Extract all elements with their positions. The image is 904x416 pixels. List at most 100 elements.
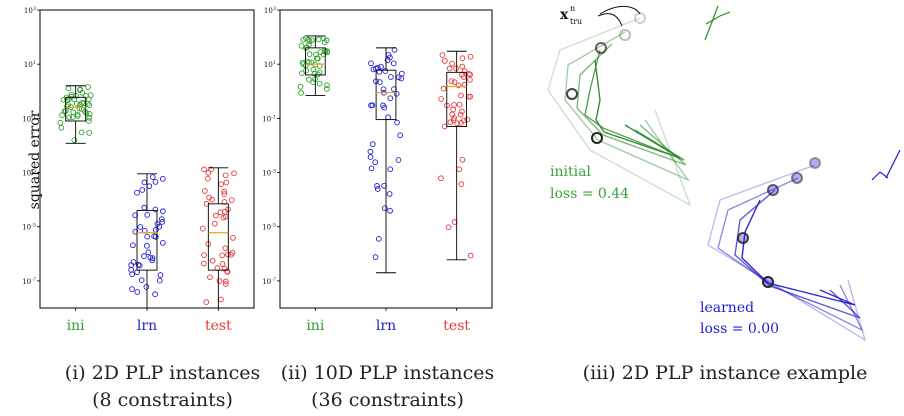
data-point-lrn [141, 179, 148, 186]
blue-cost-arrow [871, 171, 889, 181]
data-point-test [224, 268, 230, 275]
label-arrow [597, 13, 623, 27]
green-polytope [594, 59, 681, 159]
data-point-lrn [388, 74, 394, 80]
x-tick-label-lrn: lrn [137, 318, 157, 334]
data-point-lrn [152, 206, 159, 213]
caption-panel-1: (i) 2D PLP instances (8 constraints) [40, 360, 285, 414]
data-point-lrn [138, 277, 145, 284]
data-point-lrn [387, 166, 394, 173]
data-point-test [438, 175, 444, 182]
y-tick-label: 101 [264, 60, 276, 69]
data-point-lrn [158, 216, 165, 222]
data-point-test [201, 252, 207, 258]
green-iterate-marker [591, 132, 603, 144]
y-axis-label: squared error [27, 110, 43, 210]
data-point-test [467, 252, 474, 259]
y-tick-label: 103 [24, 6, 36, 15]
data-point-ini [324, 82, 330, 89]
data-point-lrn [375, 235, 382, 242]
data-point-ini [59, 112, 65, 118]
green-iterate-marker [595, 42, 607, 54]
data-point-test [458, 92, 464, 99]
green-iterate-marker [634, 12, 646, 24]
data-point-lrn [372, 159, 379, 166]
caption-panel-1-line1: (i) 2D PLP instances [64, 362, 261, 384]
data-point-ini [65, 85, 72, 92]
data-point-ini [297, 83, 304, 90]
data-point-test [203, 299, 210, 305]
data-point-ini [79, 99, 85, 106]
data-point-test [222, 281, 229, 287]
data-point-lrn [374, 183, 380, 189]
data-point-ini [315, 36, 322, 43]
data-point-lrn [144, 233, 151, 240]
data-point-ini [314, 71, 321, 78]
data-point-ini [78, 129, 85, 136]
data-point-ini [300, 36, 307, 43]
data-point-test [231, 170, 237, 177]
blue-polytope [717, 177, 864, 332]
data-point-test [457, 111, 464, 118]
data-point-test [213, 212, 219, 219]
data-point-ini [298, 42, 305, 49]
plot-frame [39, 9, 255, 309]
data-point-lrn [159, 219, 166, 225]
data-point-lrn [390, 60, 397, 67]
data-point-lrn [387, 207, 393, 214]
data-point-test [467, 77, 473, 83]
data-point-ini [71, 137, 78, 143]
x-tick-label-test: test [443, 318, 470, 334]
initial-label: initial [550, 164, 591, 180]
data-point-lrn [159, 176, 166, 182]
y-tick-label: 10-3 [22, 169, 36, 178]
caption-panel-3: (iii) 2D PLP instance example [582, 362, 868, 384]
data-point-test [218, 296, 224, 303]
learned-label: learned [700, 300, 754, 316]
caption-panel-2-line1: (ii) 10D PLP instances [280, 362, 495, 384]
y-tick-label: 10-3 [262, 169, 276, 178]
data-point-ini [69, 114, 76, 120]
data-point-lrn [381, 182, 387, 189]
data-point-lrn [146, 183, 153, 190]
data-point-test [459, 156, 466, 163]
data-point-lrn [130, 242, 136, 249]
green-iterate-marker [619, 29, 631, 41]
data-point-test [461, 68, 468, 75]
data-point-ini [86, 118, 92, 124]
data-point-lrn [144, 242, 150, 249]
x-tick-label-ini: ini [67, 318, 85, 334]
data-point-lrn [132, 228, 139, 235]
data-point-ini [57, 119, 64, 126]
data-point-test [219, 252, 226, 259]
data-point-ini [78, 106, 85, 112]
blue-iterate-marker [737, 232, 749, 244]
panel-2d-boxplot: 10-7 10-5 10-3 10-1 101 103 ini lrn test [22, 6, 255, 334]
data-point-test [440, 85, 447, 92]
data-point-test [223, 179, 230, 186]
data-point-test [217, 209, 224, 216]
data-point-lrn [374, 186, 381, 192]
data-point-test [456, 101, 463, 108]
blue-polytope [741, 199, 856, 306]
data-point-ini [79, 89, 86, 96]
data-point-ini [73, 100, 80, 107]
data-point-ini [76, 105, 83, 112]
data-point-ini [306, 76, 312, 83]
box-lrn [136, 209, 158, 271]
caption-panel-2: (ii) 10D PLP instances (36 constraints) [270, 360, 505, 414]
data-point-lrn [367, 154, 374, 160]
data-point-ini [317, 49, 324, 55]
data-point-lrn [382, 205, 388, 212]
data-point-lrn [160, 240, 166, 246]
data-point-test [201, 166, 207, 173]
data-point-lrn [378, 63, 384, 70]
data-point-lrn [145, 249, 152, 256]
data-point-test [208, 166, 215, 173]
data-point-lrn [129, 286, 135, 292]
data-point-ini [324, 48, 330, 54]
green-iterate-marker [566, 88, 578, 100]
blue-polytope [734, 189, 861, 319]
data-point-test [446, 65, 453, 72]
data-point-ini [74, 113, 81, 119]
